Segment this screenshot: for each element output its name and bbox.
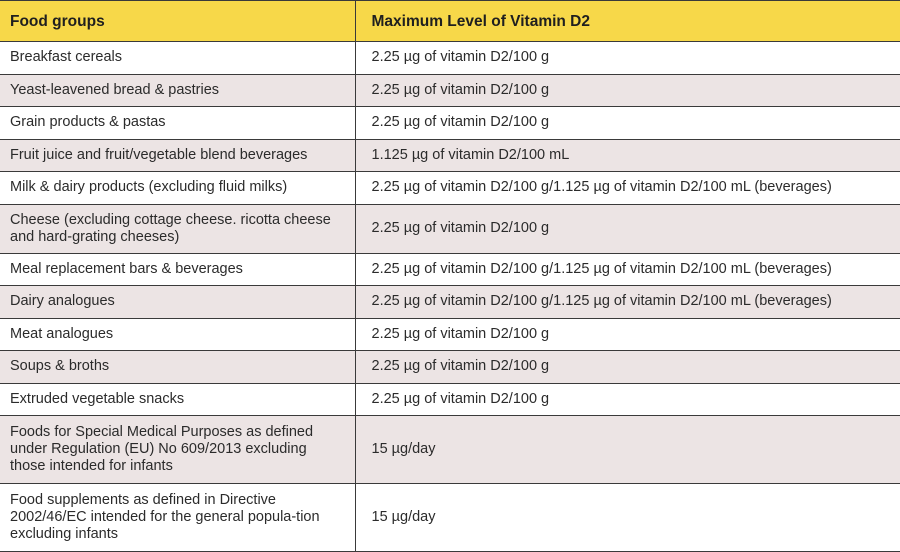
table-row: Meal replacement bars & beverages 2.25 µ… [0,252,900,286]
max-level-cell: 2.25 µg of vitamin D2/100 g [354,317,900,351]
max-level-cell: 2.25 µg of vitamin D2/100 g/1.125 µg of … [354,171,900,205]
max-level-cell: 15 µg/day [354,483,900,552]
header-maximum-level: Maximum Level of Vitamin D2 [354,0,900,42]
table-row: Food supplements as defined in Directive… [0,483,900,552]
food-group-cell: Extruded vegetable snacks [0,382,356,416]
food-group-cell: Breakfast cereals [0,41,356,75]
max-level-cell: 2.25 µg of vitamin D2/100 g [354,106,900,140]
max-level-cell: 2.25 µg of vitamin D2/100 g [354,382,900,416]
food-group-cell: Cheese (excluding cottage cheese. ricott… [0,203,356,254]
table-row: Yeast-leavened bread & pastries 2.25 µg … [0,73,900,107]
food-group-cell: Grain products & pastas [0,106,356,140]
food-group-cell: Soups & broths [0,350,356,384]
table-header-row: Food groups Maximum Level of Vitamin D2 [0,0,900,42]
table-row: Dairy analogues 2.25 µg of vitamin D2/10… [0,285,900,319]
max-level-cell: 2.25 µg of vitamin D2/100 g/1.125 µg of … [354,252,900,286]
header-food-groups: Food groups [0,0,356,42]
table-row: Milk & dairy products (excluding fluid m… [0,171,900,205]
max-level-cell: 2.25 µg of vitamin D2/100 g [354,41,900,75]
max-level-cell: 2.25 µg of vitamin D2/100 g/1.125 µg of … [354,285,900,319]
max-level-cell: 15 µg/day [354,415,900,484]
food-group-cell: Meat analogues [0,317,356,351]
max-level-cell: 2.25 µg of vitamin D2/100 g [354,73,900,107]
food-group-cell: Foods for Special Medical Purposes as de… [0,415,356,484]
table-row: Fruit juice and fruit/vegetable blend be… [0,138,900,172]
table-row: Foods for Special Medical Purposes as de… [0,415,900,484]
food-group-cell: Fruit juice and fruit/vegetable blend be… [0,138,356,172]
food-group-cell: Meal replacement bars & beverages [0,252,356,286]
max-level-cell: 2.25 µg of vitamin D2/100 g [354,350,900,384]
max-level-cell: 2.25 µg of vitamin D2/100 g [354,203,900,254]
max-level-cell: 1.125 µg of vitamin D2/100 mL [354,138,900,172]
table-row: Extruded vegetable snacks 2.25 µg of vit… [0,382,900,416]
food-group-cell: Yeast-leavened bread & pastries [0,73,356,107]
table-row: Cheese (excluding cottage cheese. ricott… [0,203,900,254]
table-row: Soups & broths 2.25 µg of vitamin D2/100… [0,350,900,384]
table-row: Grain products & pastas 2.25 µg of vitam… [0,106,900,140]
table-row: Meat analogues 2.25 µg of vitamin D2/100… [0,317,900,351]
food-group-cell: Milk & dairy products (excluding fluid m… [0,171,356,205]
table-row: Breakfast cereals 2.25 µg of vitamin D2/… [0,41,900,75]
food-group-cell: Food supplements as defined in Directive… [0,483,356,552]
food-group-cell: Dairy analogues [0,285,356,319]
